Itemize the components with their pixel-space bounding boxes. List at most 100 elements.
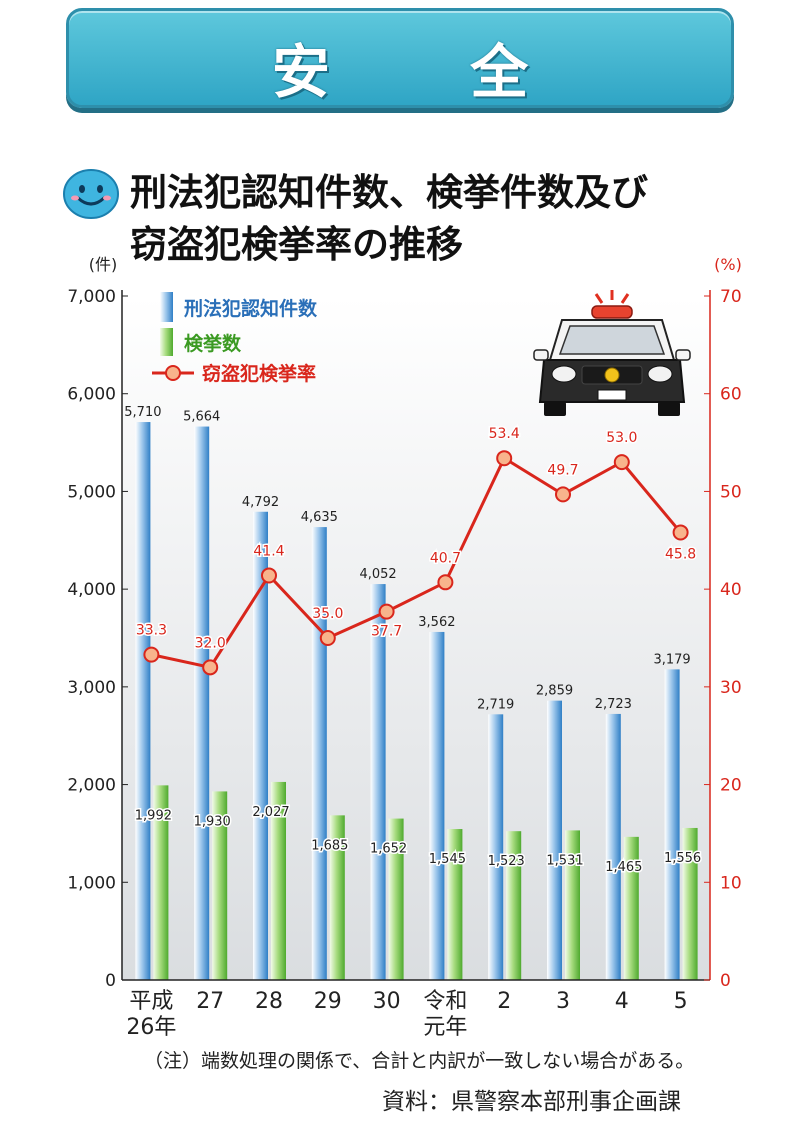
legend-swatch-recognized [160, 292, 173, 322]
left-axis-tick-label: 1,000 [67, 873, 116, 893]
rate-point [378, 603, 395, 620]
legend-label-recognized: 刑法犯認知件数 [184, 297, 318, 320]
bar-recognized [664, 669, 680, 980]
legend-label-rate: 窃盗犯検挙率 [202, 362, 316, 385]
x-axis-tick-label: 27 [196, 989, 224, 1014]
rate-point [613, 454, 630, 471]
right-axis-tick-label: 60 [720, 385, 742, 405]
x-axis-tick-label: 4 [615, 989, 629, 1014]
x-axis-tick-label: 2 [497, 989, 511, 1014]
right-axis-tick-label: 0 [720, 971, 731, 991]
banner-title: 安 全 [271, 38, 589, 106]
rate-point [202, 659, 219, 676]
x-axis-tick-label: 29 [314, 989, 342, 1014]
data-label-recognized: 3,562 [418, 615, 455, 630]
bar-arrests [506, 831, 522, 980]
data-label-arrests: 1,556 [664, 851, 701, 866]
data-label-arrests: 2,027 [252, 805, 289, 820]
bar-recognized [370, 584, 386, 980]
left-axis-tick-label: 0 [105, 971, 116, 991]
bar-recognized [488, 714, 504, 980]
data-label-recognized: 2,719 [477, 697, 514, 712]
rate-point [437, 574, 454, 591]
data-label-arrests: 1,930 [194, 814, 231, 829]
data-label-arrests: 1,685 [311, 838, 348, 853]
bar-recognized [429, 631, 445, 980]
chart-title-line-2: 窃盗犯検挙率の推移 [130, 223, 463, 266]
left-axis-tick-label: 7,000 [67, 287, 116, 307]
data-label-recognized: 4,792 [242, 495, 279, 510]
data-label-recognized: 3,179 [653, 652, 690, 667]
rate-point [672, 524, 689, 541]
x-axis-tick-label: 平成 26年 [126, 989, 176, 1040]
bar-arrests [682, 827, 698, 980]
data-label-rate: 53.0 [606, 430, 637, 446]
section-banner: 安 全 [66, 8, 734, 108]
left-axis-tick-label: 3,000 [67, 678, 116, 698]
chart-title-line-1: 刑法犯認知件数、検挙件数及び [130, 171, 648, 214]
left-axis-tick-label: 5,000 [67, 482, 116, 502]
legend-marker-rate [165, 365, 181, 381]
bar-recognized [135, 422, 151, 981]
rate-point [496, 450, 513, 467]
source-note: 資料：県警察本部刑事企画課 [382, 1089, 681, 1115]
rate-point [143, 646, 160, 663]
data-label-arrests: 1,465 [605, 860, 642, 875]
bar-arrests [565, 830, 580, 980]
right-axis-tick-label: 10 [720, 873, 742, 893]
right-axis-tick-label: 40 [720, 580, 742, 600]
bar-recognized [605, 713, 621, 980]
left-axis-tick-label: 6,000 [67, 385, 116, 405]
data-label-rate: 41.4 [253, 543, 284, 559]
legend-swatch-arrests [160, 328, 173, 356]
right-axis-tick-label: 30 [720, 678, 742, 698]
bar-arrests [388, 818, 404, 980]
bar-recognized [547, 700, 562, 980]
data-label-recognized: 4,635 [301, 510, 338, 525]
rate-point [261, 567, 277, 584]
left-axis-tick-label: 2,000 [67, 776, 116, 796]
x-axis-tick-label: 令和元年 [423, 989, 467, 1040]
legend: 刑法犯認知件数 検挙数 窃盗犯検挙率 [152, 292, 318, 385]
x-axis-tick-label: 3 [556, 989, 570, 1014]
footnote: （注）端数処理の関係で、合計と内訳が一致しない場合がある。 [144, 1050, 695, 1072]
data-label-arrests: 1,545 [429, 852, 466, 867]
rate-point [319, 630, 336, 646]
data-label-arrests: 1,652 [370, 842, 407, 857]
data-label-rate: 33.3 [136, 623, 167, 639]
data-label-arrests: 1,531 [546, 853, 583, 868]
data-label-rate: 45.8 [665, 546, 696, 562]
data-label-rate: 40.7 [430, 550, 461, 566]
data-label-rate: 32.0 [195, 635, 226, 651]
right-axis-tick-label: 50 [720, 482, 742, 502]
bar-recognized [311, 527, 327, 980]
police-car-icon [533, 290, 691, 416]
rate-line [151, 456, 682, 670]
legend-label-arrests: 検挙数 [184, 332, 242, 355]
data-label-rate: 49.7 [547, 462, 578, 478]
bar-recognized [253, 511, 268, 980]
bar-arrests [623, 836, 639, 980]
x-axis-tick-label: 5 [674, 989, 688, 1014]
bar-arrests [153, 785, 169, 980]
data-label-arrests: 1,992 [135, 808, 172, 823]
data-label-recognized: 4,052 [359, 567, 396, 582]
right-axis-unit: (%) [714, 255, 742, 274]
data-label-recognized: 5,664 [183, 410, 220, 425]
right-axis-tick-label: 20 [720, 776, 742, 796]
left-axis-unit: (件) [89, 255, 118, 274]
data-label-arrests: 1,523 [488, 854, 525, 869]
data-label-recognized: 2,859 [536, 684, 573, 699]
data-label-recognized: 5,710 [124, 405, 161, 420]
bar-arrests [329, 815, 345, 980]
bar-recognized [194, 426, 210, 981]
data-label-rate: 35.0 [312, 606, 343, 622]
data-label-rate: 37.7 [371, 624, 402, 640]
right-axis-tick-label: 70 [720, 287, 742, 307]
left-axis-tick-label: 4,000 [67, 580, 116, 600]
data-label-rate: 53.4 [489, 426, 520, 442]
smiley-icon [63, 169, 119, 219]
x-axis-tick-label: 30 [373, 989, 401, 1014]
bar-arrests [271, 781, 286, 980]
